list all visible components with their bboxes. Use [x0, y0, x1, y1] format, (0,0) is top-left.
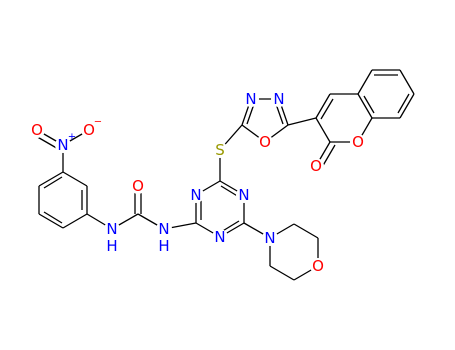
label-bg: [188, 187, 204, 203]
atom-label: H: [106, 237, 117, 255]
label-bg: [257, 134, 273, 150]
atom-charge: +: [68, 132, 76, 143]
atom-label: N: [273, 90, 284, 108]
label-bg: [212, 142, 228, 158]
label-bg: [156, 221, 172, 237]
label-bg: [310, 258, 326, 274]
atom-label: N: [245, 90, 256, 108]
atom-label: S: [215, 141, 225, 159]
atom-label: H: [158, 237, 169, 255]
label-bg: [104, 238, 120, 254]
label-bg: [81, 122, 97, 138]
atom-label: N: [264, 229, 275, 247]
label-bg: [271, 91, 287, 107]
label-bg: [55, 137, 71, 153]
label-bg: [308, 158, 324, 174]
atom-label: N: [158, 220, 169, 238]
atom-label: O: [352, 133, 364, 151]
bonds: [33, 69, 415, 281]
label-bg: [212, 229, 228, 245]
label-bg: [104, 221, 120, 237]
atom-label: O: [132, 177, 144, 195]
atom-label: O: [31, 121, 43, 139]
label-bg: [130, 178, 146, 194]
atom-label: O: [310, 157, 322, 175]
atom-label: O: [312, 257, 324, 275]
atom-label: O: [83, 121, 95, 139]
label-bg: [262, 230, 278, 246]
label-bg: [156, 238, 172, 254]
label-bg: [236, 187, 252, 203]
label-bg: [350, 134, 366, 150]
atom-charge: −: [94, 117, 102, 128]
atom-label: N: [57, 136, 68, 154]
atom-label: N: [214, 228, 225, 246]
atom-label: O: [259, 133, 271, 151]
atom-label: N: [238, 186, 249, 204]
atom-label: N: [106, 220, 117, 238]
label-bg: [243, 91, 259, 107]
atom-label: N: [190, 186, 201, 204]
label-bg: [29, 122, 45, 138]
